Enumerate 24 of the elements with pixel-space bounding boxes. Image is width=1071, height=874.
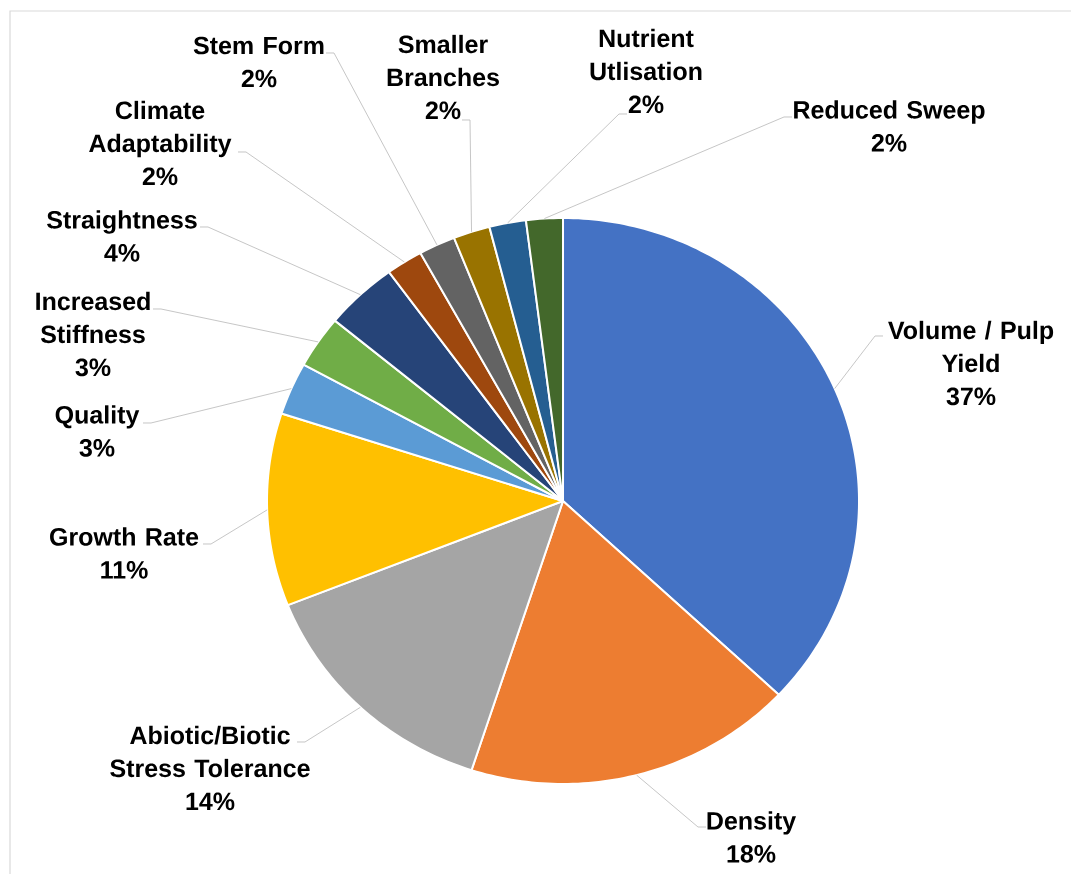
slice-label: Stem Form (193, 36, 324, 55)
data-label: 11% (101, 561, 148, 579)
data-label: 2% (425, 101, 461, 120)
slice-label: Increased Stiffness (36, 291, 150, 344)
slice-label: Smaller Branches (387, 34, 499, 87)
data-label: 2% (871, 133, 907, 152)
slice-label: Abiotic/Biotic Stress Tolerance (110, 725, 310, 778)
slice-label: Climate Adaptability (89, 100, 232, 158)
slice-label: Quality (55, 405, 140, 429)
data-label: 3% (79, 438, 115, 457)
slice-label: Density (707, 811, 797, 835)
slice-label: Straightness (47, 210, 197, 234)
data-label: 2% (241, 69, 277, 88)
data-label: 3% (75, 358, 111, 377)
slice-label: Volume / Pulp Yield (888, 320, 1054, 373)
slice-label: Nutrient Utlisation (590, 28, 702, 81)
data-label: 2% (628, 95, 664, 114)
data-label: 14% (186, 792, 235, 811)
slice-label: Growth Rate (50, 527, 199, 546)
data-label: 4% (104, 244, 140, 262)
data-label: 18% (727, 844, 776, 863)
data-label: 2% (142, 167, 178, 186)
data-label: 37% (946, 387, 996, 406)
slice-label: Reduced Sweep (794, 100, 985, 124)
